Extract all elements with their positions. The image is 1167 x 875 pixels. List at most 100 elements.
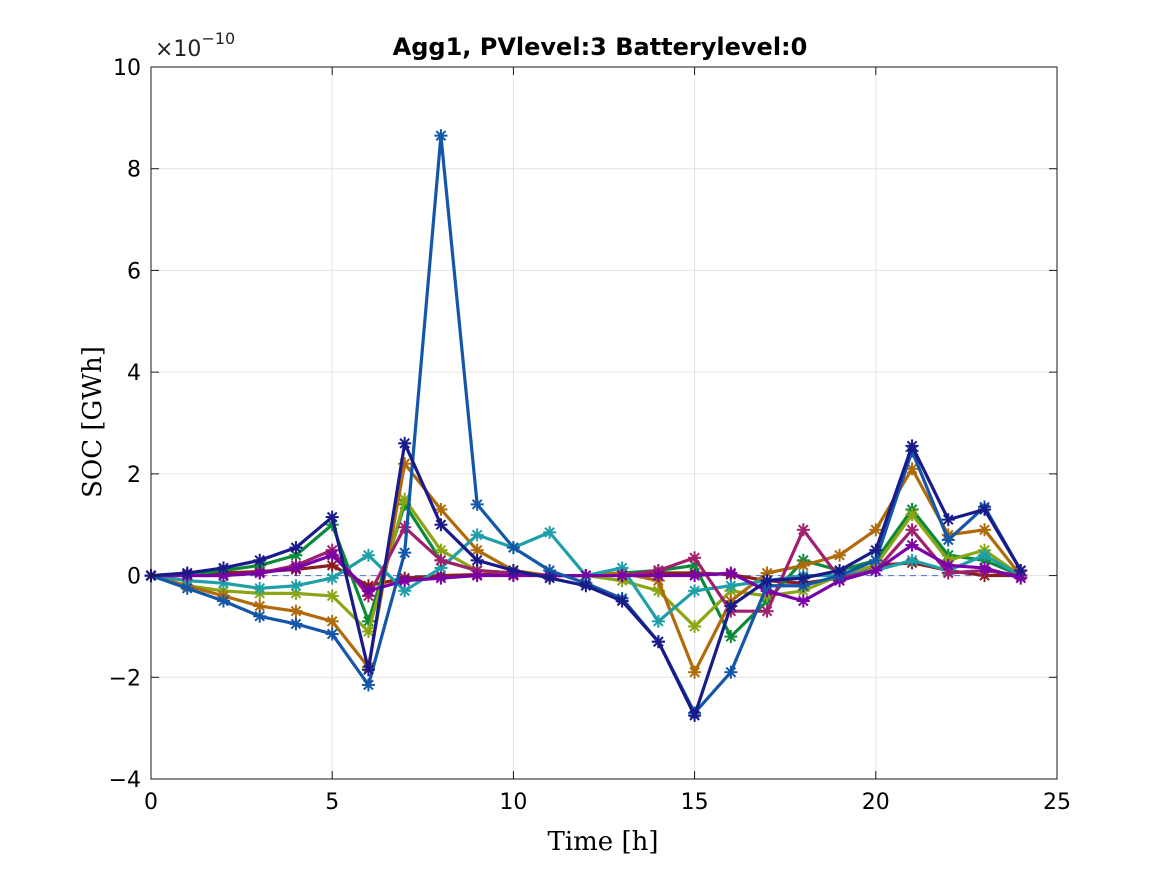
data-point-marker (688, 584, 702, 598)
data-point-marker (398, 436, 412, 450)
data-point-marker (941, 566, 955, 580)
data-point-marker (1014, 563, 1028, 577)
data-point-marker (216, 561, 230, 575)
data-point-marker (978, 548, 992, 562)
chart-title: Agg1, PVlevel:3 Batterylevel:0 (393, 33, 808, 61)
data-point-marker (688, 665, 702, 679)
data-point-marker (253, 581, 267, 595)
data-point-marker (325, 571, 339, 585)
data-point-marker (905, 553, 919, 567)
y-tick-label: 0 (127, 565, 141, 590)
data-point-marker (869, 553, 883, 567)
y-tick-label: 4 (127, 361, 141, 386)
series-9 (144, 436, 1028, 722)
data-point-marker (361, 663, 375, 677)
data-point-marker (651, 614, 665, 628)
data-point-marker (289, 604, 303, 618)
data-point-marker (434, 553, 448, 567)
y-axis-exponent: ×10−10 (155, 29, 235, 62)
data-point-marker (941, 533, 955, 547)
data-point-marker (543, 571, 557, 585)
data-point-marker (905, 538, 919, 552)
data-point-marker (398, 584, 412, 598)
data-point-marker (434, 571, 448, 585)
data-point-marker (579, 579, 593, 593)
data-point-marker (361, 678, 375, 692)
data-point-marker (651, 569, 665, 583)
x-tick-label: 15 (681, 790, 709, 815)
data-point-marker (688, 708, 702, 722)
data-point-marker (978, 502, 992, 516)
data-point-marker (869, 563, 883, 577)
data-point-marker (289, 579, 303, 593)
data-point-marker (905, 523, 919, 537)
data-point-marker (253, 566, 267, 580)
data-point-marker (724, 630, 738, 644)
y-axis-label: SOC [GWh] (78, 346, 108, 498)
y-tick-label: 8 (127, 158, 141, 183)
data-point-marker (361, 548, 375, 562)
data-point-marker (796, 594, 810, 608)
data-point-marker (216, 576, 230, 590)
y-tick-label: 2 (127, 463, 141, 488)
data-point-marker (289, 617, 303, 631)
data-point-marker (978, 561, 992, 575)
y-axis-exponent-base: ×10 (155, 37, 201, 62)
data-point-marker (833, 548, 847, 562)
data-point-marker (905, 439, 919, 453)
data-point-marker (216, 594, 230, 608)
data-point-marker (905, 508, 919, 522)
data-point-marker (615, 569, 629, 583)
data-point-marker (651, 635, 665, 649)
data-point-marker (869, 523, 883, 537)
data-point-marker (833, 563, 847, 577)
data-point-marker (724, 566, 738, 580)
x-tick-label: 5 (325, 790, 339, 815)
data-point-marker (361, 625, 375, 639)
data-point-marker (506, 541, 520, 555)
data-point-marker (543, 525, 557, 539)
x-tick-label: 25 (1043, 790, 1071, 815)
data-point-marker (253, 553, 267, 567)
data-point-marker (325, 614, 339, 628)
data-point-marker (724, 579, 738, 593)
data-point-marker (470, 569, 484, 583)
y-tick-label: −4 (109, 768, 141, 793)
data-point-marker (688, 551, 702, 565)
data-point-marker (325, 589, 339, 603)
x-tick-label: 10 (499, 790, 527, 815)
data-point-marker (470, 497, 484, 511)
x-tick-label: 0 (144, 790, 158, 815)
y-tick-label: −2 (109, 666, 141, 691)
x-axis-label: Time [h] (548, 827, 659, 857)
data-point-marker (398, 546, 412, 560)
data-point-marker (1014, 571, 1028, 585)
data-point-marker (506, 563, 520, 577)
y-axis-exponent-power: −10 (201, 29, 235, 48)
data-point-marker (361, 584, 375, 598)
data-point-marker (325, 548, 339, 562)
data-point-marker (796, 523, 810, 537)
data-point-marker (978, 523, 992, 537)
data-point-marker (941, 558, 955, 572)
data-point-marker (180, 581, 194, 595)
data-point-marker (470, 553, 484, 567)
data-point-marker (325, 627, 339, 641)
data-point-marker (398, 520, 412, 534)
y-tick-label: 10 (113, 56, 141, 81)
data-point-marker (398, 574, 412, 588)
series-group (144, 129, 1028, 722)
data-point-marker (470, 528, 484, 542)
data-point-marker (289, 541, 303, 555)
data-point-marker (796, 571, 810, 585)
axes-frame (150, 66, 1058, 780)
data-point-marker (869, 543, 883, 557)
data-point-marker (724, 665, 738, 679)
data-point-marker (434, 518, 448, 532)
data-point-marker (434, 129, 448, 143)
data-point-marker (253, 609, 267, 623)
x-tick-label: 20 (862, 790, 890, 815)
data-point-marker (434, 502, 448, 516)
